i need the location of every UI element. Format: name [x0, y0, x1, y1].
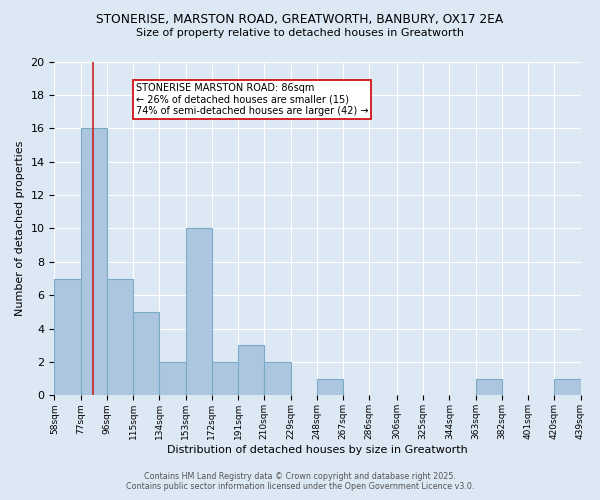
Text: STONERISE, MARSTON ROAD, GREATWORTH, BANBURY, OX17 2EA: STONERISE, MARSTON ROAD, GREATWORTH, BAN…: [97, 12, 503, 26]
Bar: [133, 312, 160, 396]
Bar: [317, 378, 343, 396]
Bar: [476, 378, 502, 396]
Text: Size of property relative to detached houses in Greatworth: Size of property relative to detached ho…: [136, 28, 464, 38]
Bar: [238, 346, 264, 396]
Bar: [212, 362, 238, 396]
Bar: [55, 278, 80, 396]
Y-axis label: Number of detached properties: Number of detached properties: [15, 141, 25, 316]
Bar: [80, 128, 107, 396]
Bar: [554, 378, 581, 396]
Text: Contains HM Land Registry data © Crown copyright and database right 2025.
Contai: Contains HM Land Registry data © Crown c…: [126, 472, 474, 491]
Bar: [107, 278, 133, 396]
Bar: [264, 362, 290, 396]
X-axis label: Distribution of detached houses by size in Greatworth: Distribution of detached houses by size …: [167, 445, 468, 455]
Bar: [160, 362, 185, 396]
Text: STONERISE MARSTON ROAD: 86sqm
← 26% of detached houses are smaller (15)
74% of s: STONERISE MARSTON ROAD: 86sqm ← 26% of d…: [136, 83, 368, 116]
Bar: [185, 228, 212, 396]
